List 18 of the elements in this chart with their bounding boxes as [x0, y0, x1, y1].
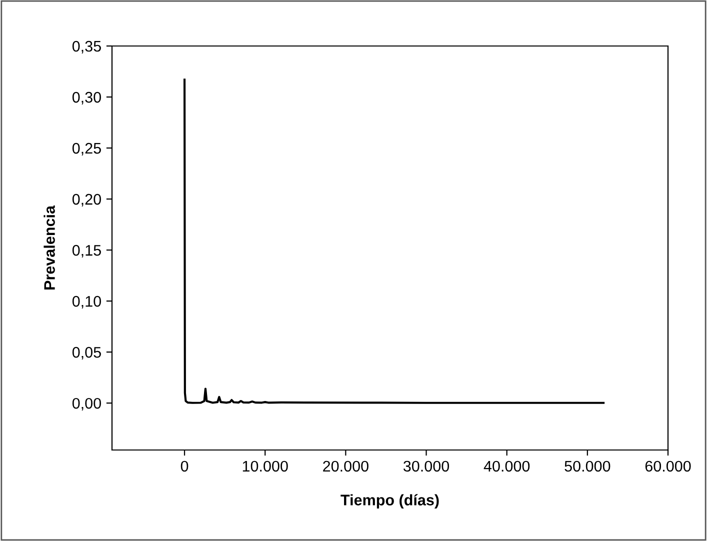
y-tick-label: 0,35 — [72, 40, 101, 54]
x-tick-label: 30.000 — [403, 460, 450, 472]
y-tick-label: 0,15 — [72, 244, 101, 258]
x-tick-label: 0 — [180, 460, 188, 472]
x-tick-label: 60.000 — [645, 460, 691, 472]
line-series — [183, 78, 605, 404]
x-tick-label: 20.000 — [323, 460, 368, 472]
x-tick-label: 50.000 — [564, 460, 610, 472]
y-tick-label: 0,05 — [72, 346, 101, 360]
x-axis-title: Tiempo (días) — [340, 494, 439, 508]
y-tick-label: 0,10 — [72, 296, 101, 309]
y-tick-label: 0,20 — [72, 194, 101, 207]
y-tick-label: 0,30 — [72, 92, 101, 104]
x-tick-label: 40.000 — [484, 460, 530, 472]
y-axis-title: Prevalencia — [44, 205, 55, 290]
x-tick-label: 10.000 — [242, 460, 288, 472]
y-tick-label: 0,25 — [72, 142, 101, 156]
y-tick-label: 0,00 — [72, 398, 101, 411]
